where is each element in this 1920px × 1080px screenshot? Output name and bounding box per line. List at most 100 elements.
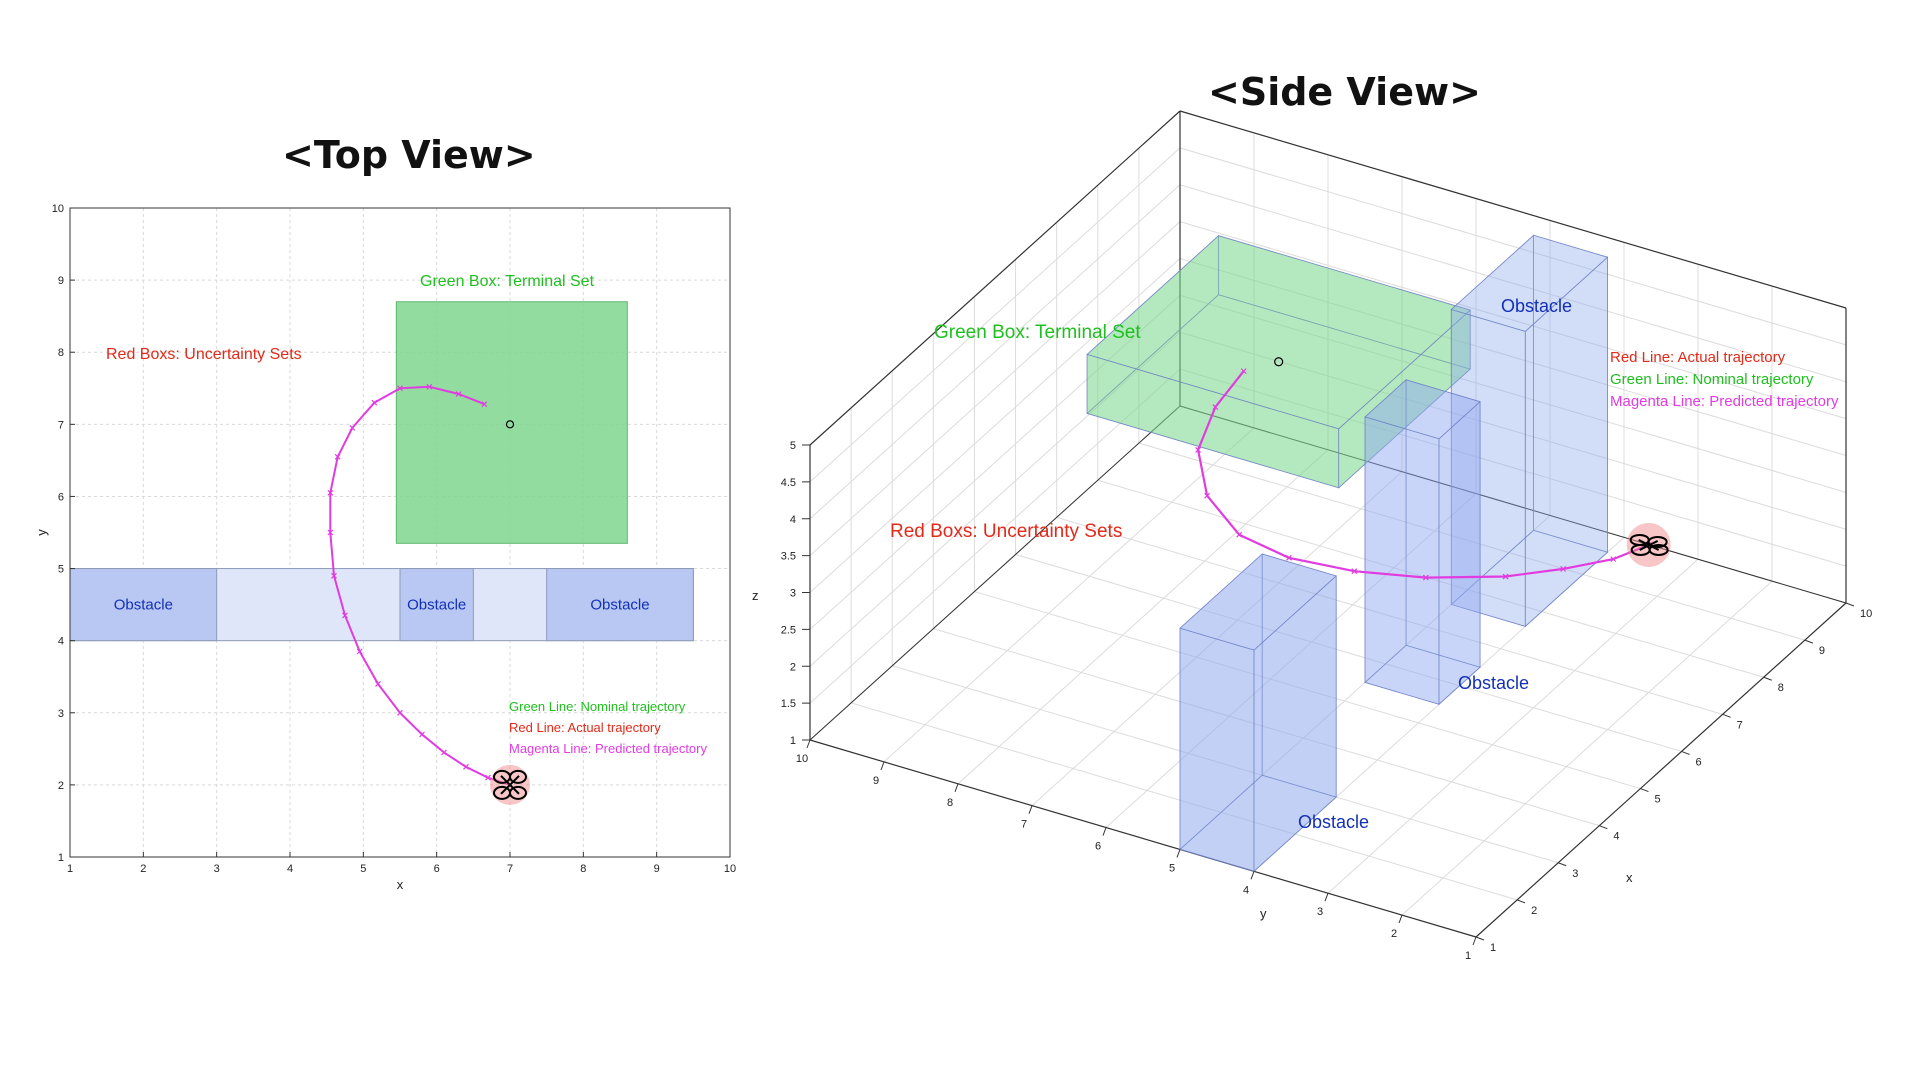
floor-right-edge	[1179, 405, 1847, 604]
box-face	[1450, 529, 1609, 627]
nominal-trajectory-legend-3d: Green Line: Nominal trajectory	[1610, 371, 1814, 388]
x-tick-label-3d: 4	[1613, 831, 1619, 843]
backwall-grid-z	[1179, 331, 1847, 530]
drone-icon	[493, 769, 527, 800]
wall-grid-z	[809, 221, 1181, 556]
box-face	[1524, 256, 1608, 628]
y-tick-mark-3d	[806, 739, 811, 749]
x-tick-mark-3d	[1640, 788, 1649, 793]
wall-grid-z	[809, 110, 1181, 446]
x-tick-label-3d: 9	[1819, 645, 1825, 657]
z-tick-label-3d: 5	[790, 440, 796, 452]
floor-grid-x	[1097, 479, 1764, 678]
target-point-3d	[1274, 357, 1284, 367]
x-tick-mark-3d	[1804, 639, 1814, 644]
x-tick-label-3d: 8	[1778, 682, 1784, 694]
y-tick-label: 1	[58, 852, 64, 864]
predicted-trajectory-legend-3d: Magenta Line: Predicted trajectory	[1610, 393, 1839, 410]
y-tick-label: 4	[58, 636, 64, 648]
obstacle-3	[546, 568, 694, 642]
z-tick-label-3d: 1	[790, 735, 796, 747]
obstacle-band	[69, 568, 694, 642]
y-tick-label-3d: 9	[873, 775, 879, 787]
floor-grid-y	[1179, 515, 1551, 850]
drone-rotor	[493, 769, 511, 784]
trajectory-point	[419, 731, 425, 738]
y-tick-label-3d: 10	[796, 753, 808, 765]
backwall-grid-z	[1179, 368, 1847, 567]
top-edge-left	[809, 110, 1181, 446]
y-axis-line	[809, 739, 1477, 938]
x-tick-label-3d: 7	[1737, 719, 1743, 731]
wall-grid-z	[809, 405, 1181, 741]
y-tick-mark-3d	[1250, 871, 1255, 880]
wall-grid-z	[809, 258, 1181, 593]
box-face	[1086, 353, 1340, 489]
box-face	[1438, 400, 1481, 706]
backwall-grid-z	[1179, 110, 1847, 309]
y-tick-label: 3	[58, 708, 64, 720]
x-tick-mark-3d	[1722, 713, 1731, 718]
floor-grid-x	[892, 665, 1559, 864]
floor-grid-y	[1105, 493, 1477, 828]
side-view-title: <Side View>	[1208, 70, 1481, 114]
trajectory-point	[331, 572, 337, 579]
y-tick-label-3d: 8	[947, 797, 953, 809]
floor-grid-y	[1253, 536, 1625, 872]
floor-grid-x	[1056, 516, 1723, 715]
x-tick-label: 6	[434, 863, 440, 875]
trajectory-point	[334, 453, 341, 460]
obstacle-2	[399, 568, 474, 642]
uncertainty-set	[490, 764, 530, 805]
floor-grid-y	[809, 405, 1181, 741]
drone-rotor	[509, 769, 527, 784]
y-tick-mark-3d	[1472, 936, 1477, 946]
obstacle-label-far-3d: Obstacle	[1501, 296, 1572, 316]
wall-grid-z	[809, 147, 1181, 483]
x-tick-label: 5	[360, 863, 366, 875]
z-axis-label-3d: z	[752, 588, 759, 603]
terminal-set-label-3d: Green Box: Terminal Set	[934, 322, 1141, 343]
floor-grid-x	[1179, 405, 1847, 604]
actual-trajectory-legend: Red Line: Actual trajectory	[509, 720, 661, 735]
y-tick-label-3d: 1	[1465, 950, 1471, 962]
trajectory-point	[481, 401, 488, 408]
x-tick-label: 1	[67, 863, 73, 875]
y-tick-label: 2	[58, 780, 64, 792]
trajectory-point	[485, 774, 491, 781]
trajectory-point-3d	[1240, 368, 1247, 375]
box-face	[1261, 553, 1337, 798]
floor-grid-x	[933, 628, 1600, 827]
y-tick-label-3d: 2	[1391, 928, 1397, 940]
floor-grid-x	[974, 591, 1641, 790]
floor-grid-x	[1015, 553, 1682, 752]
x-axis-label: x	[397, 877, 404, 892]
floor-grid-y	[1327, 558, 1699, 894]
box-face	[1450, 234, 1534, 606]
y-tick-label: 10	[52, 203, 64, 215]
z-tick-label-3d: 2	[790, 661, 796, 673]
backwall-grid-z	[1179, 405, 1847, 604]
wall-grid-z	[809, 331, 1181, 667]
y-tick-mark-3d	[1102, 827, 1107, 836]
drone-rotor	[1647, 535, 1668, 548]
y-tick-mark-3d	[1398, 914, 1403, 924]
top-axes-box	[69, 207, 731, 858]
y-tick-label-3d: 4	[1243, 884, 1249, 896]
wall-grid-z	[809, 295, 1181, 630]
x-axis-label-3d: x	[1626, 870, 1633, 885]
obstacle-box-near	[1179, 553, 1337, 873]
trajectory-point	[397, 709, 403, 716]
x-tick-label: 10	[724, 863, 736, 875]
box-face	[1179, 553, 1337, 651]
trajectory-point-3d	[1422, 574, 1429, 581]
box-face	[1338, 309, 1471, 489]
trajectory-point	[441, 749, 447, 756]
backwall-grid-z	[1179, 184, 1847, 383]
obstacle-label-2: Obstacle	[407, 597, 466, 614]
y-tick-mark-3d	[1028, 805, 1033, 814]
x-tick-label-3d: 3	[1572, 868, 1578, 880]
y-tick-label-3d: 5	[1169, 862, 1175, 874]
trajectory-point	[327, 489, 334, 496]
floor-grid-y	[957, 449, 1329, 785]
